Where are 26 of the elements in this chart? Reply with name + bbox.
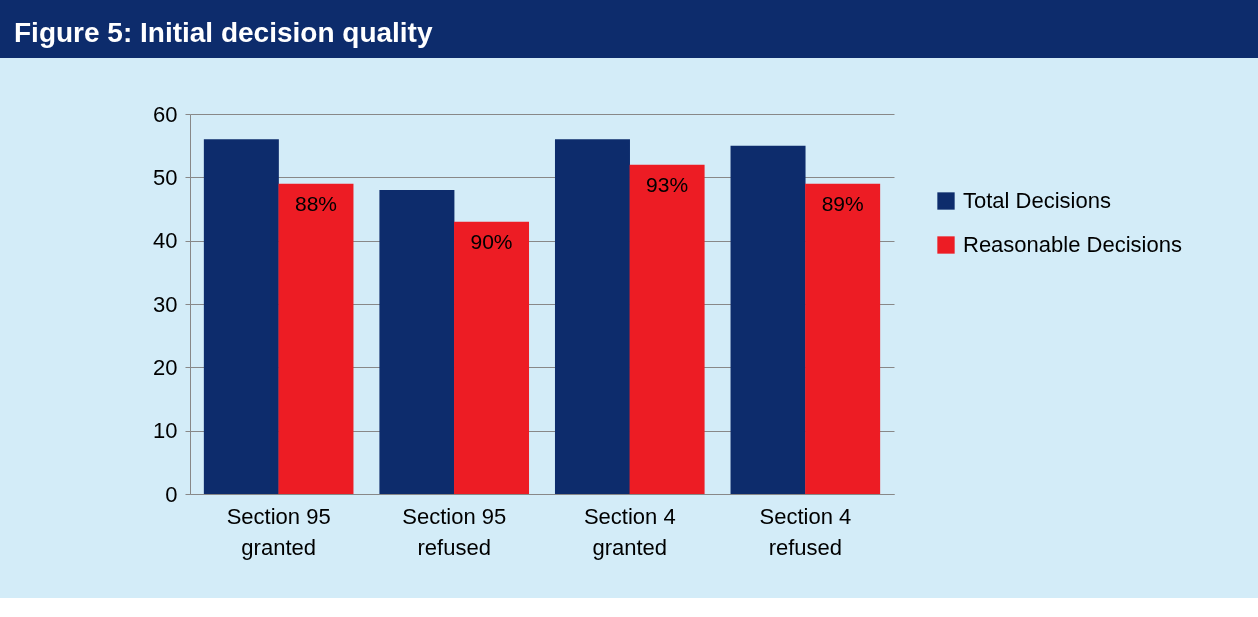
annotation: 93%	[646, 172, 689, 196]
legend-label: Total Decisions	[963, 188, 1111, 213]
annotation: 88%	[294, 191, 337, 215]
x-tick-label: Section 95 refused	[402, 503, 507, 560]
bar	[203, 139, 279, 494]
bar	[629, 164, 705, 494]
bar	[805, 183, 881, 494]
bar	[379, 190, 455, 494]
y-tick-label: 0	[165, 481, 178, 507]
y-tick-label: 10	[153, 418, 178, 444]
x-tick-label: Section 4 refused	[759, 503, 852, 560]
annotation: 89%	[821, 191, 864, 215]
legend-label: Reasonable Decisions	[963, 232, 1182, 257]
chart-title: Figure 5: Initial decision quality	[14, 17, 433, 48]
bar	[730, 145, 806, 494]
y-tick-label: 60	[153, 101, 178, 127]
bar	[278, 183, 354, 494]
bar	[454, 221, 530, 494]
y-tick-label: 30	[153, 291, 178, 317]
x-tick-label: Section 4 granted	[583, 503, 676, 560]
y-tick-label: 20	[153, 354, 178, 380]
bar	[554, 139, 630, 494]
y-tick-label: 50	[153, 164, 178, 190]
x-tick-label: Section 95 granted	[226, 503, 331, 560]
annotation: 90%	[470, 229, 513, 253]
y-tick-label: 40	[153, 228, 178, 254]
